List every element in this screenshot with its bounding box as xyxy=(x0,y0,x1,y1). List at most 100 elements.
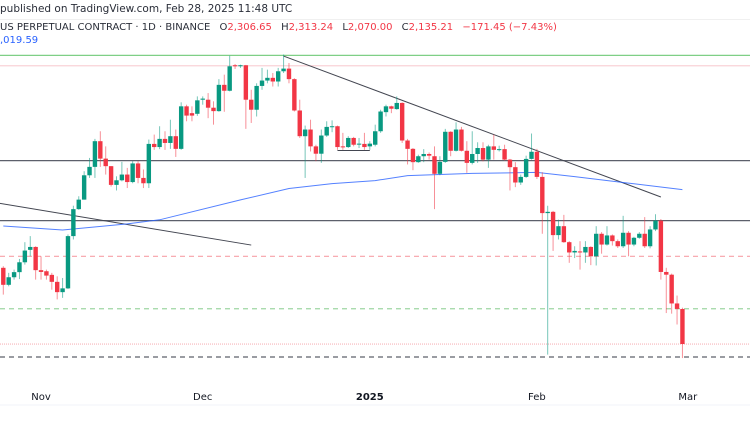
candle-body xyxy=(459,129,464,151)
candle-body xyxy=(335,126,340,148)
candle-body xyxy=(496,149,502,151)
candle-body xyxy=(152,143,157,148)
candle-down xyxy=(108,166,114,187)
candle-down xyxy=(658,219,664,280)
candle-body xyxy=(567,242,572,253)
candle-body xyxy=(626,232,631,245)
candle-down xyxy=(669,273,674,314)
candle-up xyxy=(421,149,426,163)
candle-body xyxy=(141,177,146,184)
candle-up xyxy=(6,272,11,287)
candle-up xyxy=(453,122,459,152)
candle-body xyxy=(254,85,259,110)
candle-body xyxy=(362,143,367,148)
header-divider xyxy=(0,19,750,20)
candle-body xyxy=(146,143,152,184)
low-value: 2,070.00 xyxy=(347,22,393,33)
candle-down xyxy=(313,144,319,162)
candle-up xyxy=(65,234,71,289)
candle-up xyxy=(11,269,17,280)
candle-body xyxy=(238,65,243,67)
candle-down xyxy=(340,132,346,150)
candle-body xyxy=(119,174,125,181)
candle-up xyxy=(281,54,286,74)
candle-body xyxy=(631,237,637,245)
candle-up xyxy=(443,128,448,163)
horizontal-levels xyxy=(0,54,750,358)
candle-body xyxy=(135,163,141,178)
candle-up xyxy=(265,69,270,84)
candle-down xyxy=(464,141,470,173)
candle-up xyxy=(216,79,222,112)
candle-body xyxy=(308,129,313,147)
candle-up xyxy=(157,126,162,150)
candle-body xyxy=(281,68,286,72)
candle-up xyxy=(583,241,588,263)
candle-down xyxy=(426,152,432,160)
candle-body xyxy=(130,163,135,183)
candle-up xyxy=(22,242,28,265)
moving-average xyxy=(3,171,683,231)
high-label: H xyxy=(281,22,289,33)
candle-down xyxy=(184,104,189,122)
candle-up xyxy=(200,96,205,105)
candle-body xyxy=(480,148,486,160)
candle-body xyxy=(529,151,534,159)
candle-body xyxy=(464,150,470,163)
candle-body xyxy=(475,148,480,154)
close-value: 2,135.21 xyxy=(408,22,454,33)
candle-body xyxy=(637,233,642,238)
candle-body xyxy=(108,166,114,185)
candle-down xyxy=(491,134,496,160)
candle-up xyxy=(275,67,281,87)
candle-body xyxy=(523,158,529,177)
open-value: 2,306.65 xyxy=(227,22,272,33)
candle-body xyxy=(168,136,173,143)
close-label: C xyxy=(401,22,409,33)
candle-body xyxy=(674,303,680,309)
candle-down xyxy=(561,214,567,243)
time-axis-tick-label: Dec xyxy=(193,392,212,403)
candle-body xyxy=(373,131,378,145)
candle-body xyxy=(313,146,319,154)
candle-body xyxy=(437,161,443,174)
candle-down xyxy=(335,125,340,150)
candle-body xyxy=(610,235,615,242)
candle-body xyxy=(556,226,561,236)
candle-up xyxy=(60,277,65,298)
candle-up xyxy=(168,119,173,149)
candle-down xyxy=(389,105,394,114)
candle-body xyxy=(329,126,335,128)
candle-down xyxy=(674,295,680,325)
candle-down xyxy=(599,232,604,254)
candle-up xyxy=(470,131,475,165)
candle-down xyxy=(1,266,6,295)
candle-body xyxy=(394,102,399,110)
candle-down xyxy=(399,102,405,143)
candle-body xyxy=(6,277,11,285)
candle-down xyxy=(448,131,453,157)
candle-up xyxy=(254,83,259,117)
candle-body xyxy=(178,106,184,149)
candle-body xyxy=(216,84,222,112)
candle-up xyxy=(373,124,378,147)
candle-up xyxy=(356,137,362,149)
candle-body xyxy=(33,246,38,271)
candle-body xyxy=(270,77,275,82)
candle-body xyxy=(615,241,620,247)
candle-body xyxy=(577,251,583,253)
candle-body xyxy=(426,153,432,156)
candle-up xyxy=(17,258,22,280)
candle-body xyxy=(55,281,60,293)
candle-up xyxy=(178,102,184,150)
candle-body xyxy=(286,68,292,80)
symbol-title: US PERPETUAL CONTRACT · 1D · BINANCE xyxy=(0,22,211,33)
candle-body xyxy=(49,274,55,282)
candle-down xyxy=(152,134,157,150)
candle-body xyxy=(658,220,664,272)
candle-down xyxy=(502,144,507,161)
candle-body xyxy=(346,137,351,148)
candle-body xyxy=(470,153,475,163)
candle-up xyxy=(114,176,119,191)
